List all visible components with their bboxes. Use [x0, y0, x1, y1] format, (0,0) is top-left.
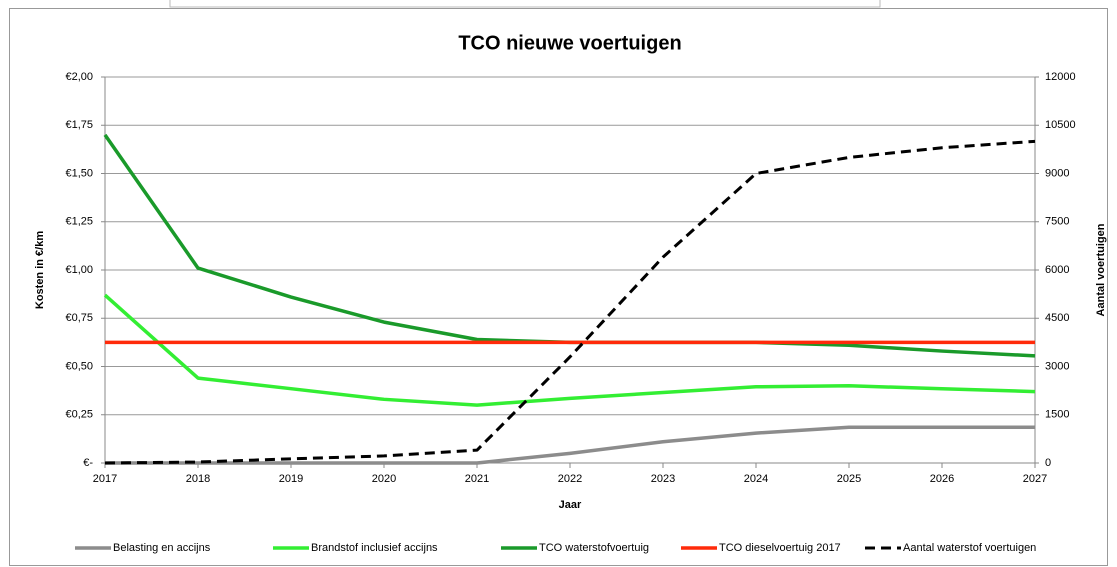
legend-label: Aantal waterstof voertuigen [903, 542, 1036, 554]
series-line [105, 425, 1035, 465]
y2-tick-label: 10500 [1045, 119, 1076, 131]
y-tick-label: €1,50 [65, 167, 93, 179]
y-tick-label: €0,75 [65, 312, 93, 324]
legend-label: Belasting en accijns [113, 542, 211, 554]
x-tick-label: 2027 [1023, 473, 1047, 485]
chart-frame [9, 8, 1108, 566]
x-tick-label: 2023 [651, 473, 675, 485]
legend-label: TCO dieselvoertuig 2017 [719, 542, 841, 554]
x-tick-label: 2026 [930, 473, 954, 485]
y-tick-label: €1,75 [65, 119, 93, 131]
y-tick-label: €0,50 [65, 360, 93, 372]
y-tick-label: €- [83, 457, 93, 469]
series-line [104, 139, 1036, 465]
y2-tick-label: 9000 [1045, 167, 1069, 179]
y-axis-label: Kosten in €/km [34, 231, 46, 309]
x-tick-label: 2021 [465, 473, 489, 485]
chart-title: TCO nieuwe voertuigen [458, 32, 681, 54]
y-tick-label: €0,25 [65, 409, 93, 421]
x-tick-label: 2024 [744, 473, 768, 485]
y2-tick-label: 4500 [1045, 312, 1069, 324]
x-tick-label: 2018 [186, 473, 210, 485]
x-tick-label: 2025 [837, 473, 861, 485]
y-tick-label: €2,00 [65, 71, 93, 83]
x-tick-label: 2022 [558, 473, 582, 485]
series-line [103, 293, 1036, 407]
y2-tick-label: 7500 [1045, 216, 1069, 228]
legend-label: TCO waterstofvoertuig [539, 542, 649, 554]
y2-tick-label: 0 [1045, 457, 1051, 469]
legend-label: Brandstof inclusief accijns [311, 542, 438, 554]
y2-tick-label: 1500 [1045, 409, 1069, 421]
x-tick-label: 2019 [279, 473, 303, 485]
y2-tick-label: 12000 [1045, 71, 1076, 83]
y2-tick-label: 6000 [1045, 264, 1069, 276]
x-axis-label: Jaar [559, 499, 582, 511]
x-tick-label: 2017 [93, 473, 117, 485]
y-tick-label: €1,00 [65, 264, 93, 276]
toolbar-box [169, 0, 881, 8]
y-tick-label: €1,25 [65, 216, 93, 228]
y2-axis-label: Aantal voertuigen [1095, 223, 1107, 316]
x-tick-label: 2020 [372, 473, 396, 485]
y2-tick-label: 3000 [1045, 360, 1069, 372]
